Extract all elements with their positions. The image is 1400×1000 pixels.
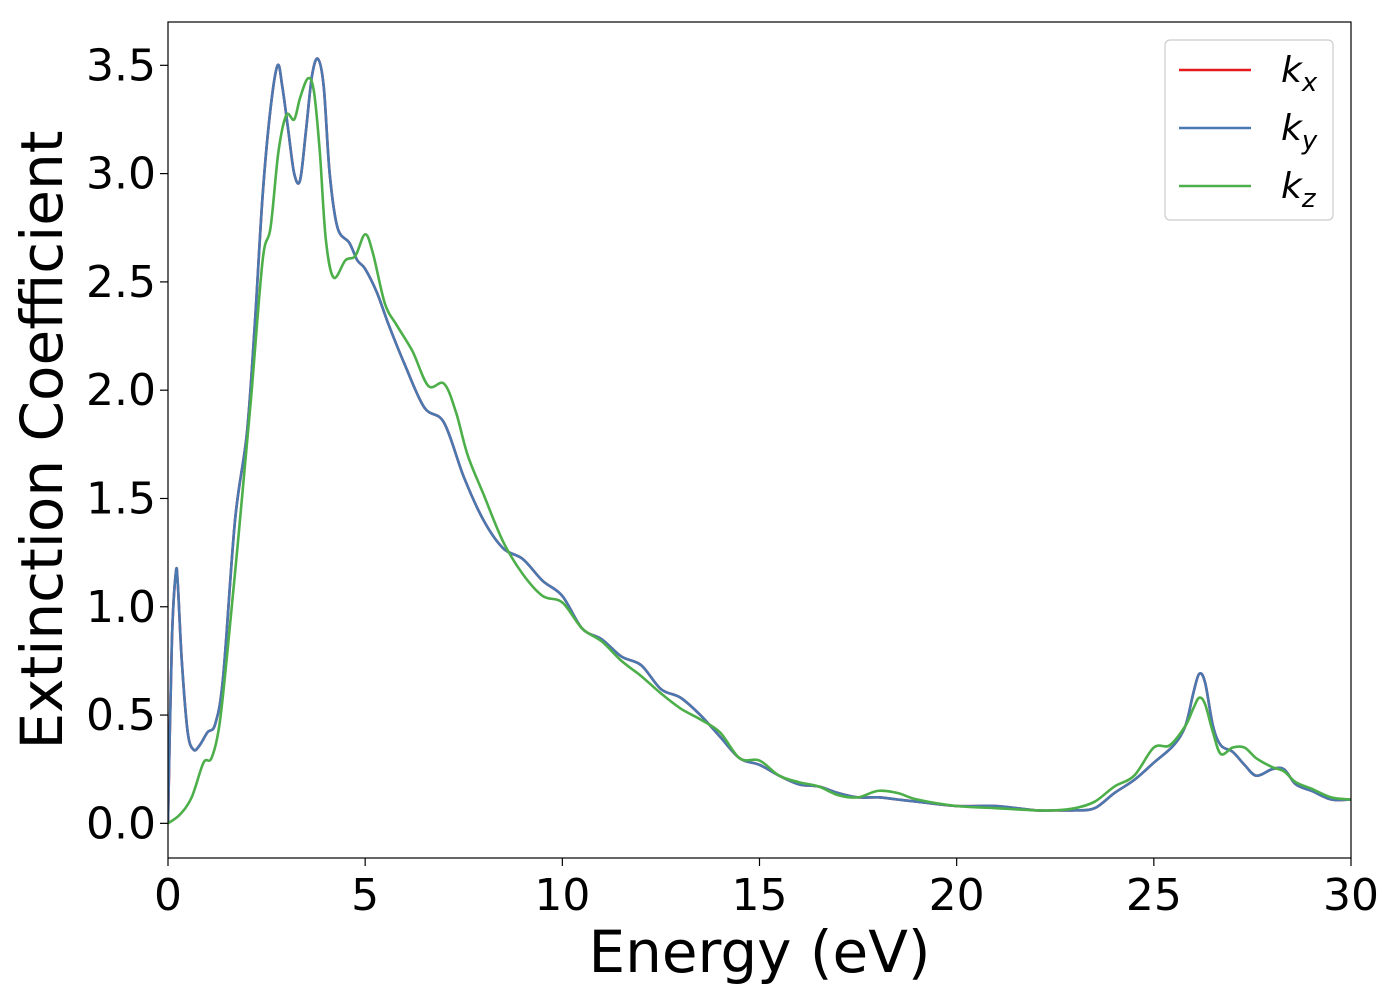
y-axis-label: Extinction Coefficient <box>8 131 76 750</box>
x-tick-label: 20 <box>929 870 985 921</box>
x-tick-label: 30 <box>1323 870 1379 921</box>
x-tick-label: 25 <box>1126 870 1182 921</box>
x-axis-label: Energy (eV) <box>588 918 930 986</box>
x-tick-label: 15 <box>732 870 788 921</box>
x-tick-label: 10 <box>534 870 590 921</box>
y-tick-label: 2.5 <box>86 257 156 308</box>
x-tick-label: 5 <box>351 870 379 921</box>
y-tick-label: 2.0 <box>86 365 156 416</box>
y-tick-label: 1.5 <box>86 473 156 524</box>
y-tick-label: 0.5 <box>86 690 156 741</box>
legend-frame <box>1164 39 1334 221</box>
y-tick-label: 3.0 <box>86 149 156 200</box>
series-line-kz <box>168 76 1351 825</box>
legend-item: kx <box>1179 50 1318 98</box>
series-layer <box>168 57 1351 825</box>
x-axis-ticks: 0 5 10 15 20 25 30 <box>154 858 1379 921</box>
x-tick-label: 0 <box>154 870 182 921</box>
y-tick-label: 0.0 <box>86 798 156 849</box>
y-axis-ticks: 0.0 0.5 1.0 1.5 2.0 2.5 3.0 3.5 <box>86 40 168 849</box>
y-tick-label: 3.5 <box>86 40 156 91</box>
y-tick-label: 1.0 <box>86 582 156 633</box>
